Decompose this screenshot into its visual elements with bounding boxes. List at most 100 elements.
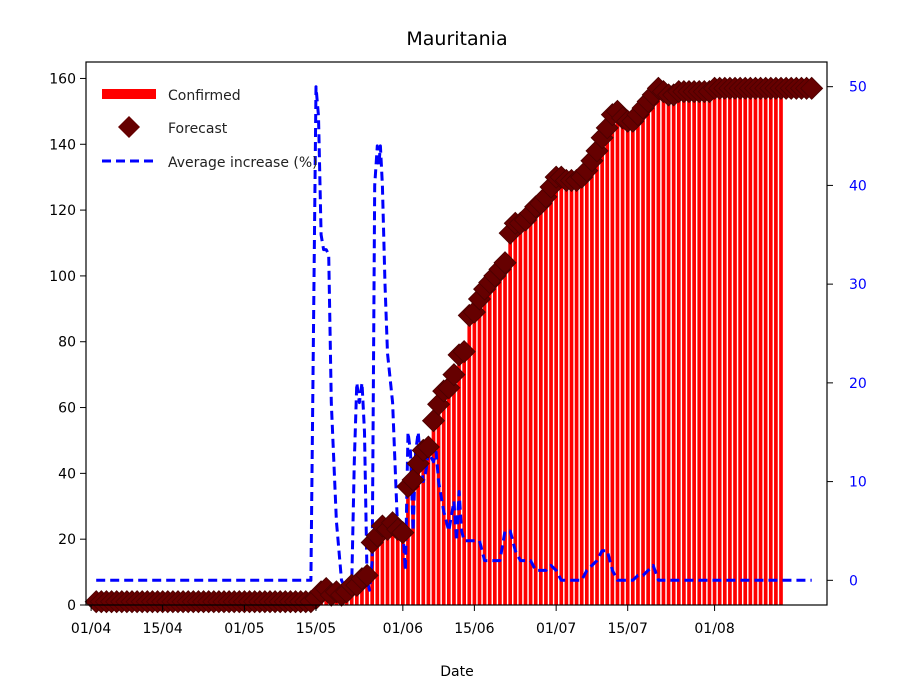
confirmed-bar (462, 351, 467, 605)
confirmed-bar (492, 282, 497, 605)
y2-tick-label: 20 (849, 376, 867, 392)
confirmed-bar (758, 88, 763, 605)
confirmed-bar (487, 285, 492, 605)
confirmed-bar (385, 529, 390, 605)
confirmed-bar (482, 292, 487, 605)
confirmed-bar (692, 91, 696, 606)
average-increase-series-line (96, 85, 812, 592)
chart-title: Mauritania (406, 28, 507, 50)
confirmed-bar (774, 88, 778, 605)
confirmed-bar (380, 532, 385, 605)
y2-tick-label: 40 (849, 178, 867, 194)
x-tick-label: 01/07 (536, 621, 576, 637)
confirmed-bar (360, 578, 364, 605)
x-tick-label: 15/06 (454, 621, 494, 637)
confirmed-bar (472, 315, 477, 605)
confirmed-bars (94, 88, 783, 606)
confirmed-bar (436, 407, 441, 605)
confirmed-bar (702, 91, 707, 606)
left-axis-ticks: 0 20 40 60 80 100 120 140 160 (49, 71, 86, 614)
confirmed-bar (779, 88, 783, 605)
confirmed-bar (610, 117, 615, 605)
confirmed-bar (365, 575, 369, 605)
legend: Confirmed Forecast Average increase (%) (102, 88, 318, 171)
y-tick-label: 60 (58, 401, 76, 417)
forecast-marker (391, 521, 415, 545)
confirmed-bar (498, 275, 502, 605)
y-tick-label: 120 (49, 203, 76, 219)
confirmed-bar (641, 108, 645, 605)
legend-forecast-label: Forecast (168, 121, 228, 137)
confirmed-bar (513, 223, 518, 605)
confirmed-bar (416, 466, 421, 605)
x-tick-label: 15/04 (142, 621, 182, 637)
confirmed-bar (697, 91, 702, 606)
confirmed-bar (508, 233, 512, 606)
y2-tick-label: 10 (849, 475, 867, 491)
forecast-marker (452, 340, 476, 364)
confirmed-bar (753, 88, 758, 605)
confirmed-bar (533, 206, 538, 606)
x-axis-label: Date (440, 664, 473, 680)
confirmed-bar (636, 114, 640, 606)
confirmed-bar (452, 374, 456, 605)
legend-confirmed-label: Confirmed (168, 88, 241, 104)
confirmed-bar (375, 539, 380, 605)
confirmed-bar (457, 358, 461, 605)
confirmed-bar (651, 94, 656, 605)
confirmed-bar (630, 121, 635, 606)
right-axis-ticks: 0 10 20 30 40 50 (827, 80, 867, 589)
confirmed-bar (441, 394, 446, 605)
confirmed-bar (544, 200, 548, 605)
y-tick-label: 0 (67, 598, 76, 614)
confirmed-bar (605, 131, 610, 606)
confirmed-bar (528, 213, 533, 605)
confirmed-bar (554, 180, 558, 606)
confirmed-bar (446, 387, 451, 605)
confirmed-bar (733, 88, 737, 605)
confirmed-bar (477, 305, 482, 605)
y-tick-label: 100 (49, 269, 76, 285)
confirmed-bar (467, 318, 472, 605)
forecast-marker (442, 363, 466, 387)
confirmed-bar (682, 91, 686, 606)
confirmed-bar (569, 180, 574, 606)
confirmed-bar (518, 223, 523, 605)
confirmed-bar (559, 177, 564, 605)
average-increase-line (96, 85, 812, 592)
confirmed-bar (748, 88, 753, 605)
confirmed-bar (579, 180, 584, 606)
confirmed-bar (595, 154, 599, 606)
confirmed-bar (590, 164, 594, 605)
y2-tick-label: 30 (849, 277, 867, 293)
legend-average-label: Average increase (%) (168, 155, 318, 171)
confirmed-bar (615, 111, 620, 605)
confirmed-bar (671, 94, 676, 605)
confirmed-bar (564, 177, 569, 605)
y-tick-label: 160 (49, 71, 76, 87)
confirmed-bar (395, 529, 400, 605)
confirmed-bar (625, 121, 630, 606)
forecast-marker (416, 435, 440, 459)
x-axis-ticks: 01/04 15/04 01/05 15/05 01/06 15/06 01/07 15/07… (71, 605, 735, 637)
confirmed-bar (620, 117, 625, 605)
confirmed-bar (738, 88, 742, 605)
confirmed-bar (411, 483, 415, 605)
confirmed-bar (421, 453, 426, 605)
forecast-marker (401, 468, 425, 492)
confirmed-bar (426, 447, 431, 605)
plot-frame (85, 61, 828, 606)
y2-tick-label: 0 (849, 573, 858, 589)
confirmed-bar (390, 529, 395, 605)
forecast-marker (800, 76, 824, 100)
confirmed-bar (743, 88, 748, 605)
confirmed-bar (666, 94, 671, 605)
confirmed-bar (687, 91, 691, 606)
x-tick-label: 01/08 (694, 621, 734, 637)
y-tick-label: 40 (58, 466, 76, 482)
y2-tick-label: 50 (849, 80, 867, 96)
y-tick-label: 80 (58, 335, 76, 351)
x-tick-label: 01/04 (71, 621, 111, 637)
confirmed-bar (717, 88, 722, 605)
